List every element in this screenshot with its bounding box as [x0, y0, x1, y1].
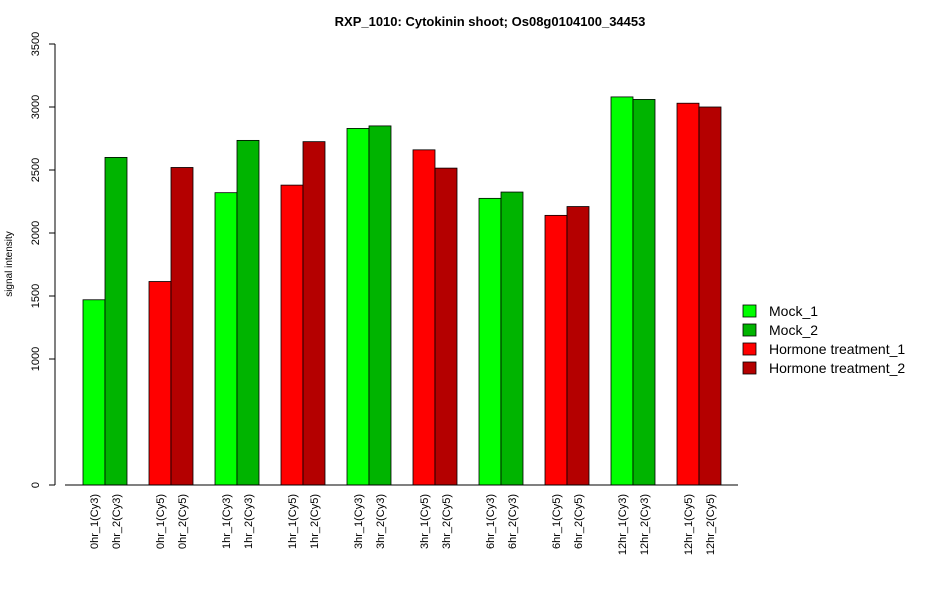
x-tick-label: 3hr_1(Cy5) [419, 494, 431, 549]
x-tick-label: 12hr_1(Cy3) [617, 494, 629, 555]
y-axis: 0 1000 1500 2000 2500 3000 3500 [30, 32, 56, 488]
bar [104, 156, 128, 486]
x-tick-label: 6hr_1(Cy3) [485, 494, 497, 549]
bar [280, 184, 304, 486]
y-axis-title: signal intensity [4, 231, 15, 297]
bar [346, 128, 370, 486]
legend-swatch [742, 323, 757, 337]
y-tick-label: 2000 [30, 221, 42, 245]
x-tick-label: 0hr_2(Cy3) [111, 494, 123, 549]
y-tick-label: 1000 [30, 347, 42, 371]
x-tick-label: 0hr_1(Cy5) [155, 494, 167, 549]
bar [610, 96, 634, 486]
legend: Mock_1 Mock_2 Hormone treatment_1 Hormone t… [742, 303, 905, 376]
chart-title: RXP_1010: Cytokinin shoot; Os08g0104100_… [335, 14, 646, 29]
x-tick-label: 1hr_2(Cy3) [243, 494, 255, 549]
bar [566, 206, 590, 486]
legend-swatch [742, 342, 757, 356]
x-tick-label: 0hr_2(Cy5) [177, 494, 189, 549]
bar [478, 197, 502, 486]
bar [82, 299, 106, 486]
x-tick-label: 1hr_1(Cy5) [287, 494, 299, 549]
bar [214, 192, 238, 486]
bar [632, 99, 656, 486]
x-tick-label: 0hr_1(Cy3) [89, 494, 101, 549]
bar [148, 281, 172, 486]
y-tick-label: 3500 [30, 32, 42, 56]
bar [368, 125, 392, 486]
bar [500, 191, 524, 486]
bars-group [82, 96, 722, 486]
x-tick-label: 3hr_2(Cy3) [375, 494, 387, 549]
x-tick-label: 6hr_2(Cy5) [573, 494, 585, 549]
bar [412, 149, 436, 486]
legend-label: Hormone treatment_2 [769, 360, 905, 376]
bar [676, 102, 700, 486]
x-tick-label: 12hr_2(Cy5) [705, 494, 717, 555]
y-tick-label: 1500 [30, 284, 42, 308]
x-tick-label: 1hr_2(Cy5) [309, 494, 321, 549]
x-tick-label: 6hr_1(Cy5) [551, 494, 563, 549]
x-tick-label: 6hr_2(Cy3) [507, 494, 519, 549]
legend-label: Hormone treatment_1 [769, 341, 905, 357]
y-tick-label: 3000 [30, 95, 42, 119]
x-tick-label: 12hr_1(Cy5) [683, 494, 695, 555]
y-tick-label: 2500 [30, 158, 42, 182]
bar [302, 141, 326, 486]
legend-label: Mock_1 [769, 303, 818, 319]
legend-label: Mock_2 [769, 322, 818, 338]
x-tick-label: 3hr_2(Cy5) [441, 494, 453, 549]
y-tick-label: 0 [30, 482, 42, 488]
x-tick-label: 3hr_1(Cy3) [353, 494, 365, 549]
x-tick-label: 1hr_1(Cy3) [221, 494, 233, 549]
bar [170, 167, 194, 486]
legend-swatch [742, 361, 757, 375]
x-axis: 0hr_1(Cy3) 0hr_2(Cy3) 0hr_1(Cy5) 0hr_2(Cy5)… [65, 484, 738, 555]
bar [698, 106, 722, 486]
x-tick-label: 12hr_2(Cy3) [639, 494, 651, 555]
legend-swatch [742, 304, 757, 318]
bar [434, 167, 458, 486]
bar [544, 214, 568, 486]
bar [236, 139, 260, 486]
